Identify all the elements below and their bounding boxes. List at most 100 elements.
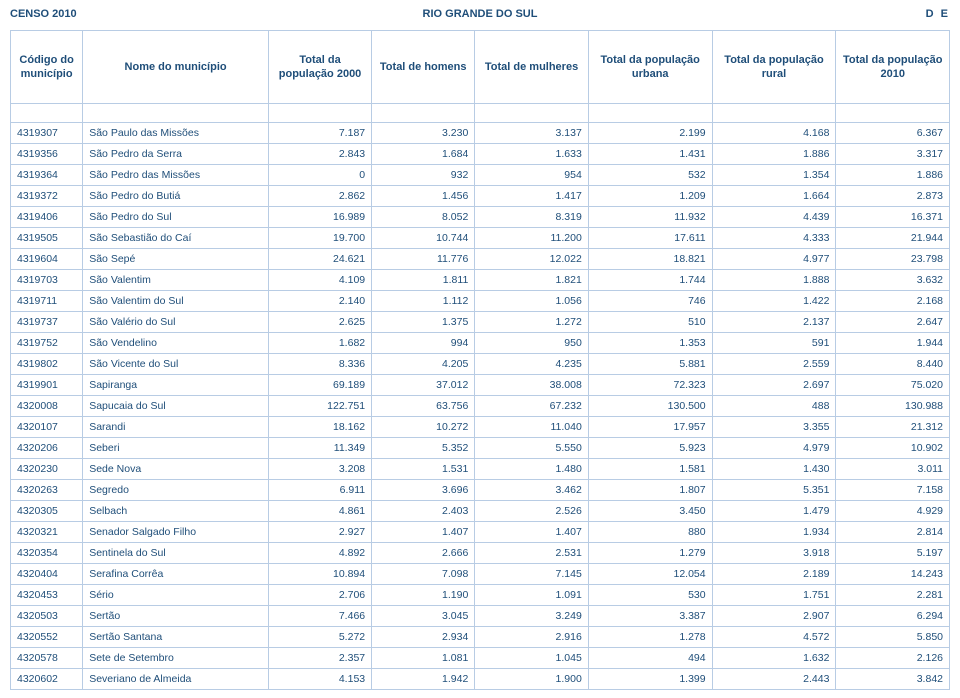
table-cell: 532 [588,165,712,186]
table-cell: 11.776 [372,249,475,270]
table-cell: 4319604 [11,249,83,270]
table-cell: 38.008 [475,375,589,396]
table-cell: 4.929 [836,501,950,522]
table-cell: 2.526 [475,501,589,522]
table-cell: 7.098 [372,564,475,585]
table-cell: 2.559 [712,354,836,375]
table-row: 4319802São Vicente do Sul8.3364.2054.235… [11,354,950,375]
table-cell: 1.886 [836,165,950,186]
table-row: 4320107Sarandi18.16210.27211.04017.9573.… [11,417,950,438]
table-cell: 75.020 [836,375,950,396]
table-cell: São Sebastião do Caí [83,228,269,249]
table-cell: 1.430 [712,459,836,480]
table-cell: 3.137 [475,123,589,144]
table-cell: 4319901 [11,375,83,396]
table-cell: Sertão Santana [83,627,269,648]
table-cell: 4319737 [11,312,83,333]
table-cell: 1.417 [475,186,589,207]
table-cell: 1.112 [372,291,475,312]
table-cell: 4.153 [268,669,371,690]
table-cell: 746 [588,291,712,312]
table-row: 4320503Sertão7.4663.0453.2493.3872.9076.… [11,606,950,627]
table-cell: 2.625 [268,312,371,333]
table-header-row: Código do município Nome do município To… [11,31,950,104]
table-row: 4319604São Sepé24.62111.77612.02218.8214… [11,249,950,270]
table-cell: 1.934 [712,522,836,543]
table-cell: 7.466 [268,606,371,627]
table-row: 4320230Sede Nova3.2081.5311.4801.5811.43… [11,459,950,480]
table-cell: 2.873 [836,186,950,207]
table-cell: 1.456 [372,186,475,207]
table-cell: 63.756 [372,396,475,417]
table-row: 4320354Sentinela do Sul4.8922.6662.5311.… [11,543,950,564]
table-cell: 2.357 [268,648,371,669]
table-cell: 4320263 [11,480,83,501]
table-row: 4319711São Valentim do Sul2.1401.1121.05… [11,291,950,312]
table-cell: 1.821 [475,270,589,291]
table-cell: 994 [372,333,475,354]
table-cell: 3.462 [475,480,589,501]
table-cell: 5.550 [475,438,589,459]
table-cell: São Vicente do Sul [83,354,269,375]
table-cell: 12.022 [475,249,589,270]
table-cell: 3.317 [836,144,950,165]
table-cell: 6.294 [836,606,950,627]
table-cell: 1.751 [712,585,836,606]
table-cell: 5.881 [588,354,712,375]
table-cell: Sério [83,585,269,606]
table-cell: Severiano de Almeida [83,669,269,690]
col-urban: Total da população urbana [588,31,712,104]
table-cell: 2.126 [836,648,950,669]
table-cell: 4.168 [712,123,836,144]
table-cell: 2.927 [268,522,371,543]
table-cell: 37.012 [372,375,475,396]
table-cell: 1.682 [268,333,371,354]
table-cell: 2.168 [836,291,950,312]
table-cell: 4.439 [712,207,836,228]
table-cell: 2.706 [268,585,371,606]
table-cell: 3.387 [588,606,712,627]
table-cell: Selbach [83,501,269,522]
table-row: 4320321Senador Salgado Filho2.9271.4071.… [11,522,950,543]
table-cell: 2.916 [475,627,589,648]
table-cell: 2.862 [268,186,371,207]
table-cell: 14.243 [836,564,950,585]
table-cell: 11.200 [475,228,589,249]
table-cell: São Valentim do Sul [83,291,269,312]
table-row: 4319406São Pedro do Sul16.9898.0528.3191… [11,207,950,228]
table-cell: 1.807 [588,480,712,501]
col-men: Total de homens [372,31,475,104]
table-cell: 3.208 [268,459,371,480]
table-row: 4320008Sapucaia do Sul122.75163.75667.23… [11,396,950,417]
table-row: 4320305Selbach4.8612.4032.5263.4501.4794… [11,501,950,522]
table-cell: 1.900 [475,669,589,690]
table-cell: 4320230 [11,459,83,480]
table-cell: 1.209 [588,186,712,207]
table-cell: 6.367 [836,123,950,144]
table-cell: 1.399 [588,669,712,690]
table-cell: 5.923 [588,438,712,459]
table-row: 4320602Severiano de Almeida4.1531.9421.9… [11,669,950,690]
table-cell: 1.190 [372,585,475,606]
table-cell: 4320453 [11,585,83,606]
table-cell: São Vendelino [83,333,269,354]
table-cell: 1.888 [712,270,836,291]
table-cell: 488 [712,396,836,417]
table-cell: 4319364 [11,165,83,186]
table-cell: 1.431 [588,144,712,165]
table-cell: 4319307 [11,123,83,144]
table-cell: 67.232 [475,396,589,417]
table-cell: 2.531 [475,543,589,564]
table-cell: 10.902 [836,438,950,459]
table-cell: 1.811 [372,270,475,291]
table-row: 4320552Sertão Santana5.2722.9342.9161.27… [11,627,950,648]
table-cell: 17.611 [588,228,712,249]
table-cell: 5.197 [836,543,950,564]
table-cell: 1.684 [372,144,475,165]
table-cell: 954 [475,165,589,186]
table-cell: 3.045 [372,606,475,627]
header-right: D E [926,8,950,20]
table-cell: 21.944 [836,228,950,249]
table-cell: 4319703 [11,270,83,291]
table-cell: 0 [268,165,371,186]
